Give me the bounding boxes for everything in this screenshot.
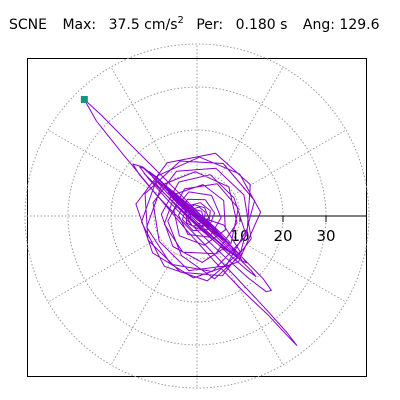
radial-tick-label-30: 30 [316, 227, 335, 245]
per-label: Per: [196, 17, 224, 33]
radial-tick-label-20: 20 [273, 227, 292, 245]
grid-spoke-210 [47, 237, 161, 303]
ang-label: Ang: [302, 17, 335, 33]
per-value: 0.180 s [235, 17, 288, 33]
grid-spoke-330 [233, 237, 347, 303]
particle-motion-path [83, 99, 298, 346]
particle-motion-trace [83, 99, 298, 346]
grid-spoke-240 [110, 252, 176, 366]
station-code: SCNE [9, 17, 47, 33]
max-value: 37.5 cm/s [108, 17, 178, 33]
peak-marker [80, 95, 88, 103]
grid-spoke-150 [47, 129, 161, 195]
max-unit-exponent: 2 [177, 15, 184, 26]
grid-ring-40 [24, 43, 370, 389]
max-label: Max: [62, 17, 97, 33]
chart-header: SCNE Max: 37.5 cm/s2 Per: 0.180 s Ang: 1… [9, 14, 380, 38]
grid-spoke-30 [233, 129, 347, 195]
peak-marker-layer [80, 95, 88, 103]
grid-spoke-300 [218, 252, 284, 366]
grid-spoke-120 [110, 66, 176, 180]
grid-spoke-60 [218, 66, 284, 180]
ang-value: 129.6 [339, 17, 380, 33]
plot-frame [27, 58, 367, 377]
